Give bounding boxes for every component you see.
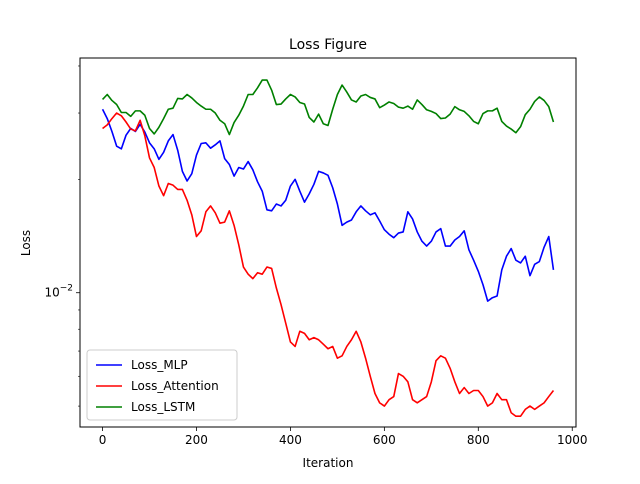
legend: Loss_MLP Loss_Attention Loss_LSTM [86, 349, 238, 421]
legend-label: Loss_MLP [131, 358, 188, 372]
y-axis-label: Loss [19, 230, 33, 256]
x-axis: 0 200 400 600 800 1000 [99, 427, 588, 447]
x-axis-label: Iteration [303, 456, 354, 470]
x-tick-label: 400 [279, 433, 302, 447]
x-tick-label: 0 [99, 433, 107, 447]
x-tick-label: 600 [373, 433, 396, 447]
y-tick-label: 10−2 [44, 284, 73, 300]
chart-title: Loss Figure [289, 37, 367, 53]
series-layer [101, 79, 555, 418]
axes-frame [79, 57, 577, 428]
series-line-loss-lstm [101, 79, 555, 136]
y-axis: 10−2 [44, 65, 80, 407]
series-line-loss-attention [102, 112, 555, 418]
legend-box [86, 349, 238, 421]
legend-label: Loss_LSTM [131, 400, 195, 414]
legend-label: Loss_Attention [131, 379, 219, 393]
x-tick-label: 800 [467, 433, 490, 447]
x-tick-label: 200 [185, 433, 208, 447]
x-tick-label: 1000 [557, 433, 588, 447]
series-line-loss-mlp [101, 108, 555, 302]
